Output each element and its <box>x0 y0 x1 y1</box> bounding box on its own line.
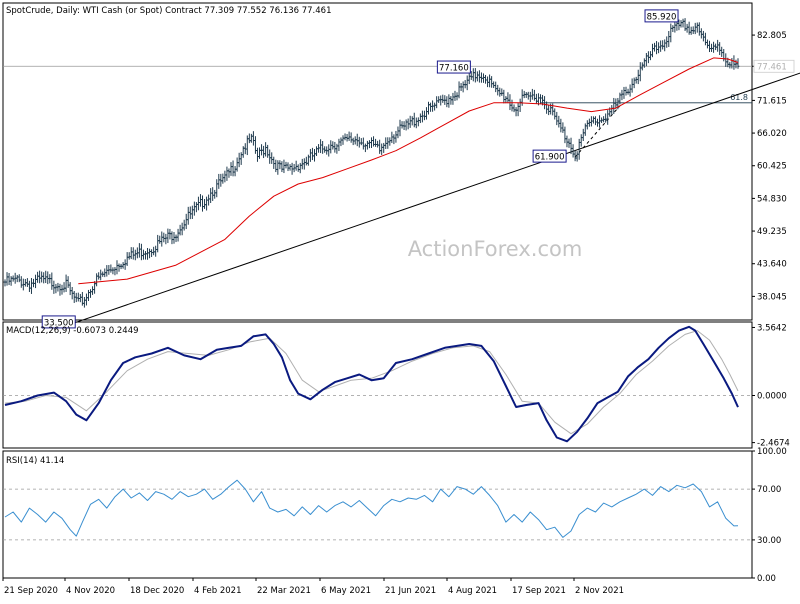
price-pane-frame <box>2 2 753 321</box>
price-axis-label: 43.640 <box>757 260 787 270</box>
price-axis-label: 54.830 <box>757 194 787 204</box>
price-axis-label: 66.020 <box>757 129 787 139</box>
macd-line <box>4 325 739 443</box>
annotation-box <box>41 315 76 329</box>
annotation-label: 85.920 <box>647 12 677 22</box>
macd-axis-label: 0.0000 <box>757 392 787 402</box>
time-axis-label: 21 Sep 2020 <box>4 586 58 596</box>
macd-signal-line <box>4 330 739 435</box>
rsi-line <box>4 479 739 538</box>
time-axis-label: 4 Nov 2020 <box>66 586 115 596</box>
price-bars <box>3 18 740 308</box>
macd-pane-frame <box>2 321 753 449</box>
rsi-axis-label: 0.00 <box>757 574 776 584</box>
macd-title: MACD(12,26,9) -0.6073 0.2449 <box>6 326 139 336</box>
rsi-axis-label: 100.00 <box>757 447 787 457</box>
time-axis-label: 2 Nov 2021 <box>575 586 624 596</box>
rsi-axis-label: 70.00 <box>757 485 781 495</box>
time-axis-label: 18 Dec 2020 <box>130 586 184 596</box>
annotation-label: 33.500 <box>44 318 74 328</box>
price-axis-label: 49.235 <box>757 227 787 237</box>
macd-axis-label: -2.4674 <box>757 439 790 449</box>
annotation-label: 61.900 <box>535 153 565 163</box>
price-title: SpotCrude, Daily: WTI Cash (or Spot) Con… <box>6 6 332 16</box>
rsi-axis-label: 30.00 <box>757 536 781 546</box>
rsi-pane-frame <box>2 450 753 579</box>
rsi-title: RSI(14) 41.14 <box>6 456 64 466</box>
time-axis-label: 21 Jun 2021 <box>385 586 436 596</box>
annotation-box <box>436 60 471 74</box>
time-axis-label: 22 Mar 2021 <box>257 586 311 596</box>
watermark: ActionForex.com <box>408 237 583 261</box>
annotation-box <box>644 9 679 23</box>
fib-label: 61.8 <box>730 93 748 102</box>
price-axis-label: 71.615 <box>757 96 787 106</box>
time-axis-label: 4 Aug 2021 <box>448 586 497 596</box>
time-axis-label: 4 Feb 2021 <box>194 586 242 596</box>
time-axis-label: 17 Sep 2021 <box>512 586 566 596</box>
last-price-tag <box>753 59 795 73</box>
macd-axis-label: 3.5642 <box>757 323 787 333</box>
trendline <box>74 72 800 324</box>
annotation-box <box>532 149 567 163</box>
price-axis-label: 38.045 <box>757 292 787 302</box>
annotation-label: 77.160 <box>439 64 469 74</box>
last-price-label: 77.461 <box>757 62 787 72</box>
sma-line <box>78 57 739 285</box>
price-axis-label: 60.425 <box>757 162 787 172</box>
price-axis-label: 82.805 <box>757 31 787 41</box>
fib-dashed-line <box>574 105 621 158</box>
time-axis-label: 6 May 2021 <box>321 586 371 596</box>
